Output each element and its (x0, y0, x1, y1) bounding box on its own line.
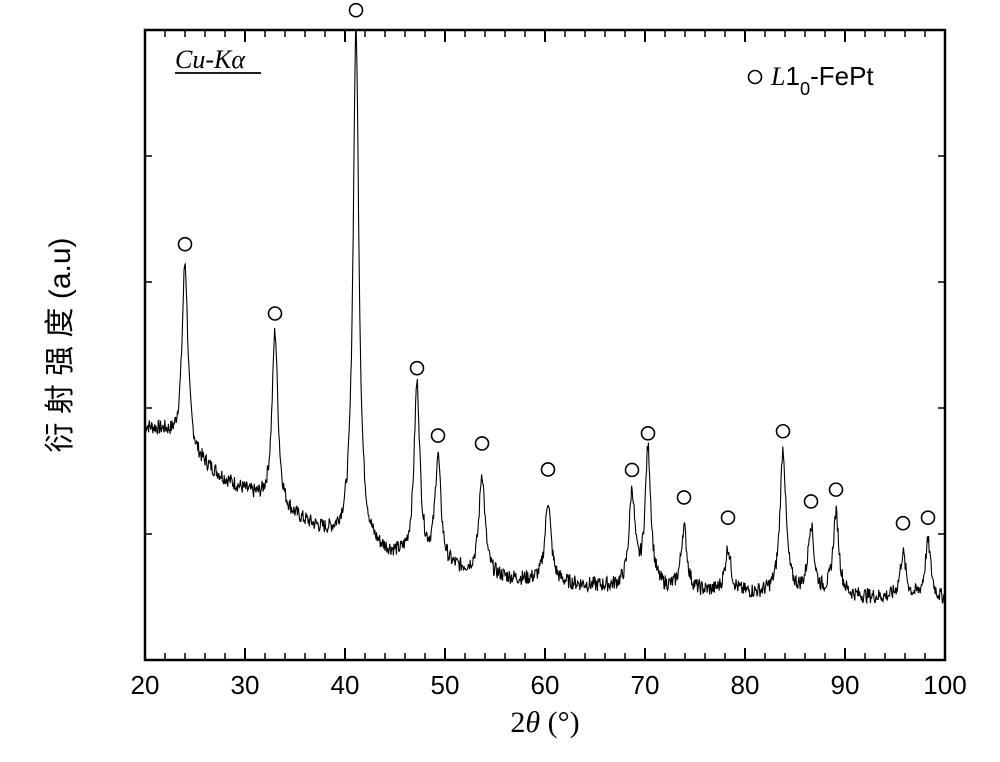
peak-marker (411, 362, 424, 375)
x-tick-label: 20 (131, 670, 160, 700)
peak-marker (626, 463, 639, 476)
peak-marker (678, 491, 691, 504)
radiation-label: Cu-Kα (175, 45, 246, 74)
peak-marker (642, 427, 655, 440)
peak-marker (542, 463, 555, 476)
peak-marker (179, 238, 192, 251)
peak-marker (432, 429, 445, 442)
peak-marker (476, 437, 489, 450)
peak-marker (350, 4, 363, 17)
peak-marker (897, 517, 910, 530)
x-axis-label: 2θ (°) (510, 706, 579, 739)
peak-marker (269, 307, 282, 320)
legend-marker-icon (749, 71, 762, 84)
x-tick-label: 50 (431, 670, 460, 700)
peak-marker (830, 483, 843, 496)
x-tick-label: 30 (231, 670, 260, 700)
x-tick-label: 60 (531, 670, 560, 700)
peak-marker (805, 495, 818, 508)
x-tick-label: 40 (331, 670, 360, 700)
x-tick-label: 80 (731, 670, 760, 700)
x-tick-label: 70 (631, 670, 660, 700)
y-axis-label: 衍 射 强 度 (a.u) (44, 237, 77, 452)
xrd-chart: 20 30 40 50 60 70 80 90 100 2θ (°) 衍 射 强 度 (a.u) Cu… (0, 0, 1000, 762)
peak-marker (722, 511, 735, 524)
x-tick-label: 100 (923, 670, 966, 700)
peak-marker (922, 511, 935, 524)
chart-svg: 20 30 40 50 60 70 80 90 100 2θ (°) 衍 射 强 度 (a.u) Cu… (0, 0, 1000, 762)
x-tick-label: 90 (831, 670, 860, 700)
peak-marker (777, 425, 790, 438)
